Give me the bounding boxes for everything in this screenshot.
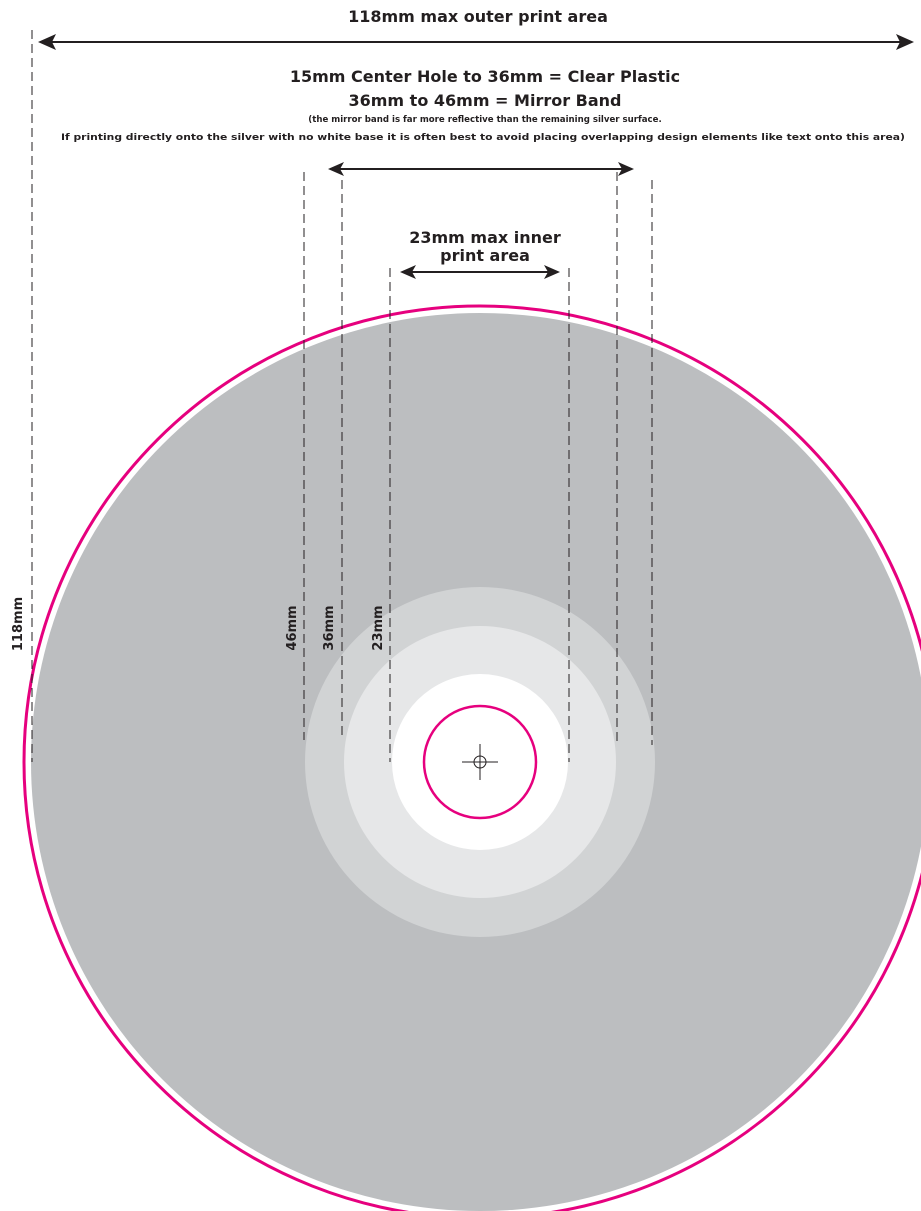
inner-print-arrow xyxy=(400,265,560,279)
dimension-label-118mm: 118mm xyxy=(11,597,26,651)
inner-print-area-label-line2: print area xyxy=(440,246,530,265)
mirror-band-arrow xyxy=(328,162,634,176)
disc xyxy=(24,306,921,1211)
mirror-band-note-line2: If printing directly onto the silver wit… xyxy=(61,133,905,143)
dimension-label-23mm: 23mm xyxy=(371,605,386,650)
inner-print-area-label-line1: 23mm max inner xyxy=(409,228,561,247)
outer-dimension-arrow xyxy=(38,34,914,50)
mirror-band-note-line1: (the mirror band is far more reflective … xyxy=(308,115,661,125)
outer-print-area-label: 118mm max outer print area xyxy=(348,7,608,26)
dimension-label-36mm: 36mm xyxy=(322,605,337,650)
clear-plastic-label: 15mm Center Hole to 36mm = Clear Plastic xyxy=(290,67,680,86)
mirror-band-label: 36mm to 46mm = Mirror Band xyxy=(348,91,621,110)
dimension-label-46mm: 46mm xyxy=(285,605,300,650)
